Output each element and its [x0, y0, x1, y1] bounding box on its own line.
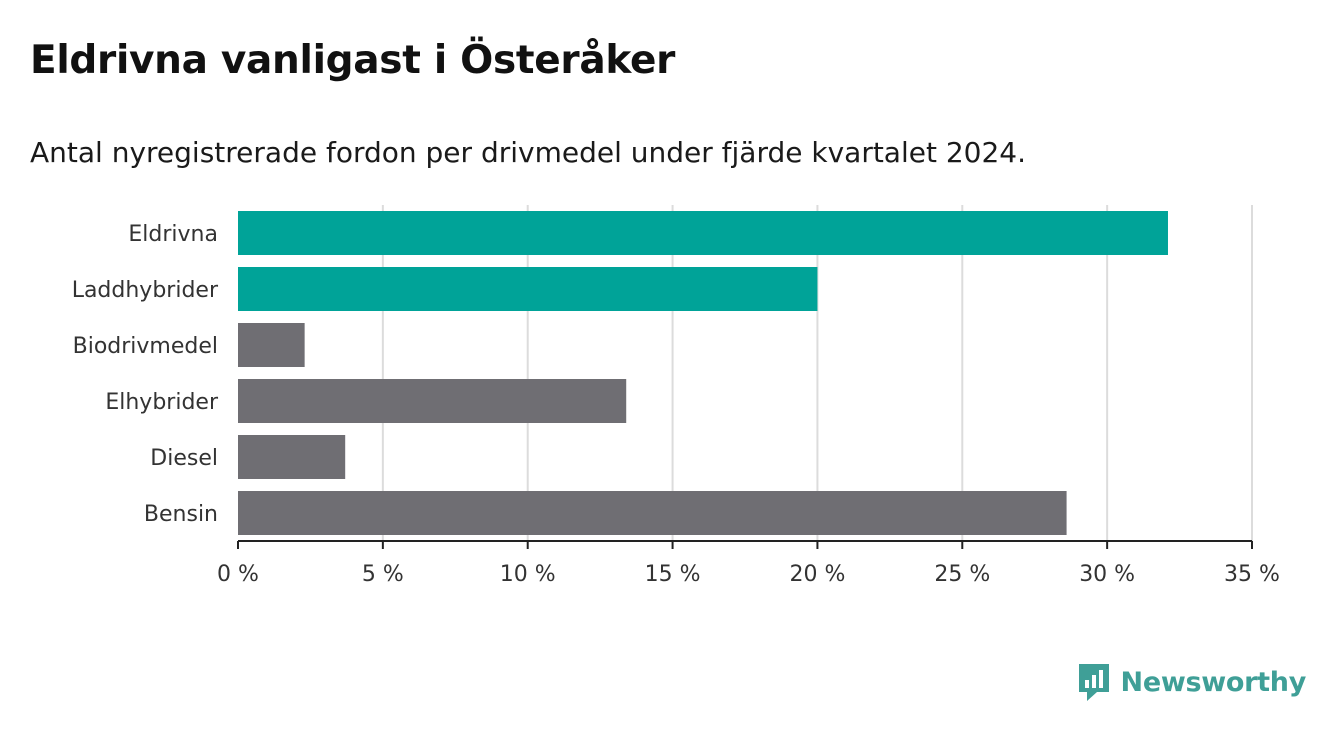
x-tick-label: 20 %	[789, 562, 845, 587]
bar-elhybrider	[238, 379, 627, 423]
bar-biodrivmedel	[238, 323, 305, 367]
x-tick-label: 30 %	[1079, 562, 1135, 587]
category-label: Biodrivmedel	[73, 334, 218, 359]
category-label: Eldrivna	[128, 222, 218, 247]
newsworthy-logo-icon	[1078, 664, 1109, 701]
bar-laddhybrider	[238, 267, 818, 311]
bar-chart: Eldrivna Laddhybrider Biodrivmedel Elhybrid…	[72, 205, 1280, 587]
brand-logo: Newsworthy	[1077, 662, 1306, 702]
brand-name: Newsworthy	[1120, 666, 1307, 698]
x-tick-label: 10 %	[500, 562, 556, 587]
gridlines	[381, 205, 1253, 541]
category-label: Laddhybrider	[72, 278, 219, 303]
chart-subtitle: Antal nyregistrerade fordon per drivmede…	[30, 136, 1027, 169]
chart-title: Eldrivna vanligast i Österåker	[30, 38, 676, 83]
x-tick-label: 5 %	[362, 562, 404, 587]
bars	[238, 211, 1168, 535]
category-label: Bensin	[144, 502, 218, 527]
bar-bensin	[238, 491, 1067, 535]
x-tick-label: 25 %	[934, 562, 990, 587]
x-tick-label: 35 %	[1224, 562, 1280, 587]
category-label: Elhybrider	[105, 390, 219, 415]
bar-diesel	[238, 435, 346, 479]
category-labels: Eldrivna Laddhybrider Biodrivmedel Elhybrid…	[72, 222, 219, 527]
x-tick-label: 0 %	[217, 562, 259, 587]
x-tick-label: 15 %	[645, 562, 701, 587]
x-axis: 0 % 5 % 10 % 15 % 20 % 25 % 30 % 35 %	[217, 540, 1280, 587]
bar-eldrivna	[238, 211, 1168, 255]
category-label: Diesel	[150, 446, 218, 471]
